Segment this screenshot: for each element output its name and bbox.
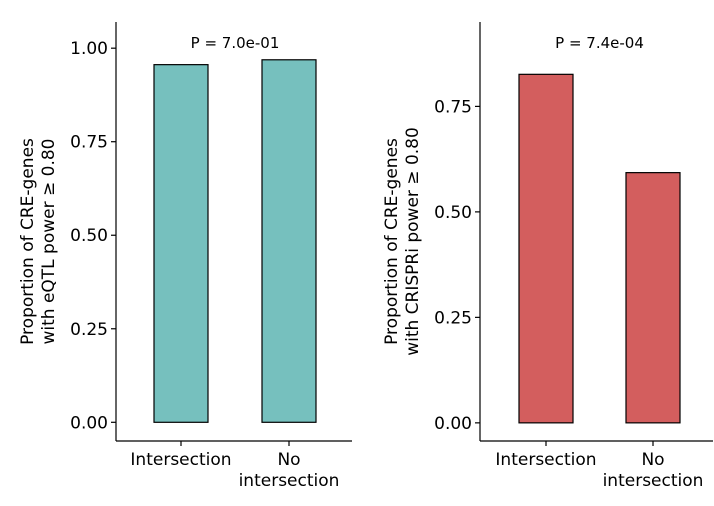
p-value-annotation: P = 7.0e-01 [191,34,280,52]
x-tick-label-line: Intersection [130,450,231,470]
y-tick-label: 0.50 [70,226,108,246]
x-tick-label: No intersection [603,450,704,491]
x-tick-label-line: intersection [603,471,704,491]
bar [518,73,574,424]
x-tick-label-line: Intersection [495,450,596,470]
y-axis-label: Proportion of CRE-geneswith CRISPRi powe… [382,127,423,356]
panel-1: 0.00 0.25 0.50 0.75 1.00 Intersection No inters… [18,22,352,491]
bar [153,64,209,423]
y-axis-label-line: Proportion of CRE-genes [18,138,38,345]
y-tick-label: 0.25 [70,320,108,340]
y-tick-label: 0.00 [70,413,108,433]
y-tick-label: 0.50 [434,203,472,223]
y-tick-label: 0.75 [434,97,472,117]
y-axis-label-line: with CRISPRi power ≥ 0.80 [403,127,423,356]
panel-2: 0.00 0.25 0.50 0.75 Intersection No intersecti… [382,22,713,491]
y-axis-label-line: with eQTL power ≥ 0.80 [39,138,59,344]
x-tick-label-line: No [641,450,664,470]
p-value-annotation: P = 7.4e-04 [555,34,644,52]
y-tick-label: 0.00 [434,414,472,434]
y-axis-label-line: Proportion of CRE-genes [382,138,402,345]
y-axis-label: Proportion of CRE-geneswith eQTL power ≥… [18,138,59,345]
bar [625,172,681,424]
bar [261,59,317,423]
y-tick-label: 0.75 [70,133,108,153]
y-tick-label: 1.00 [70,39,108,59]
x-tick-label-line: intersection [239,471,340,491]
y-tick-label: 0.25 [434,308,472,328]
x-tick-label-line: No [277,450,300,470]
x-tick-label: Intersection [130,450,231,470]
x-tick-label: Intersection [495,450,596,470]
x-tick-label: No intersection [239,450,340,491]
